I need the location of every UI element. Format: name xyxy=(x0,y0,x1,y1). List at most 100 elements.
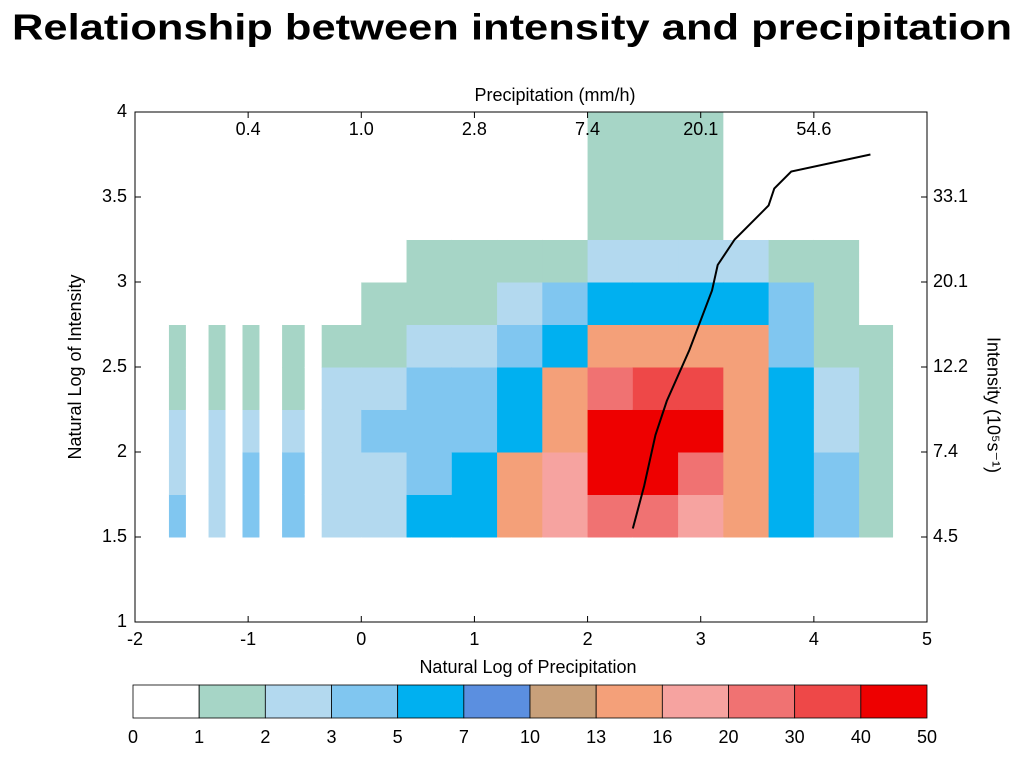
contour-cell xyxy=(185,494,210,538)
contour-cell xyxy=(723,537,770,623)
contour-cell xyxy=(542,494,589,538)
colorbar-swatch xyxy=(860,684,928,719)
contour-cell xyxy=(406,239,453,283)
contour-cell xyxy=(632,367,679,410)
contour-cell xyxy=(587,367,634,410)
contour-cell xyxy=(542,112,589,240)
contour-cell xyxy=(304,112,323,240)
contour-cell xyxy=(406,452,453,495)
contour-cell xyxy=(813,367,860,410)
contour-cell xyxy=(632,324,679,368)
contour-cell xyxy=(225,112,243,240)
contour-cell xyxy=(542,239,589,283)
contour-cell xyxy=(185,452,210,495)
contour-cell xyxy=(497,452,543,495)
colorbar-label: 10 xyxy=(520,727,540,747)
contour-cell xyxy=(208,112,227,240)
contour-cell xyxy=(225,452,243,495)
contour-cell xyxy=(587,239,634,283)
contour-cell xyxy=(361,494,408,538)
colorbar-label: 3 xyxy=(326,727,336,747)
contour-cell xyxy=(451,537,498,623)
colorbar-swatch xyxy=(198,684,266,719)
contour-cell xyxy=(304,324,323,368)
contour-cell xyxy=(587,112,634,240)
contour-cell xyxy=(859,282,894,325)
contour-cell xyxy=(242,537,260,623)
y-tick-label: 3.5 xyxy=(102,186,127,206)
contour-cell xyxy=(361,409,408,453)
contour-cell xyxy=(242,282,260,325)
contour-cell xyxy=(632,409,679,453)
colorbar-label: 30 xyxy=(785,727,805,747)
contour-cell xyxy=(321,324,362,368)
contour-cell xyxy=(208,537,227,623)
contour-cell xyxy=(406,494,453,538)
contour-cell xyxy=(185,282,210,325)
contour-cell xyxy=(542,324,589,368)
contour-cell xyxy=(135,452,170,495)
contour-cell xyxy=(406,367,453,410)
chart-title: Relationship between intensity and preci… xyxy=(12,7,1012,48)
contour-cell xyxy=(225,324,243,368)
contour-cell xyxy=(168,239,187,283)
contour-cell xyxy=(893,239,928,283)
top-axis-title: Precipitation (mm/h) xyxy=(474,85,635,105)
colorbar-label: 2 xyxy=(260,727,270,747)
contour-cell xyxy=(282,324,306,368)
contour-cell xyxy=(282,112,306,240)
contour-cell xyxy=(225,409,243,453)
contour-cell xyxy=(242,239,260,283)
contour-cell xyxy=(259,112,283,240)
contour-cell xyxy=(135,112,170,240)
contour-cell xyxy=(259,409,283,453)
contour-cell xyxy=(168,409,187,453)
y2-tick-label: 33.1 xyxy=(933,186,968,206)
contour-cell xyxy=(225,239,243,283)
top-x-tick-label: 2.8 xyxy=(462,119,487,139)
contour-cell xyxy=(859,112,894,240)
contour-cell xyxy=(304,494,323,538)
contour-cell xyxy=(497,239,543,283)
contour-cell xyxy=(587,282,634,325)
contour-cell xyxy=(451,409,498,453)
contour-cell xyxy=(632,537,679,623)
contour-cell xyxy=(768,282,815,325)
contour-cell xyxy=(587,494,634,538)
contour-cell xyxy=(282,367,306,410)
contour-cell xyxy=(678,367,724,410)
contour-cell xyxy=(259,324,283,368)
contour-cell xyxy=(893,452,928,495)
contour-cell xyxy=(813,494,860,538)
contour-cell xyxy=(678,112,724,240)
contour-cell xyxy=(185,239,210,283)
contour-cell xyxy=(587,452,634,495)
contour-cell xyxy=(282,282,306,325)
contour-cell xyxy=(168,537,187,623)
x-tick-label: 2 xyxy=(583,629,593,649)
contour-field xyxy=(135,112,928,623)
y-tick-label: 2 xyxy=(117,441,127,461)
contour-cell xyxy=(361,537,408,623)
line xyxy=(631,153,871,529)
contour-cell xyxy=(893,537,928,623)
colorbar-label: 0 xyxy=(128,727,138,747)
contour-cell xyxy=(135,282,170,325)
contour-cell xyxy=(497,112,543,240)
contour-cell xyxy=(678,494,724,538)
contour-cell xyxy=(893,367,928,410)
top-x-tick-label: 1.0 xyxy=(349,119,374,139)
contour-cell xyxy=(723,452,770,495)
contour-cell xyxy=(859,494,894,538)
contour-cell xyxy=(185,409,210,453)
contour-cell xyxy=(859,452,894,495)
colorbar-swatch xyxy=(728,684,796,719)
contour-cell xyxy=(542,452,589,495)
contour-cell xyxy=(813,537,860,623)
contour-cell xyxy=(678,409,724,453)
contour-cell xyxy=(406,282,453,325)
contour-cell xyxy=(282,494,306,538)
contour-cell xyxy=(497,282,543,325)
contour-cell xyxy=(361,239,408,283)
contour-cell xyxy=(225,494,243,538)
